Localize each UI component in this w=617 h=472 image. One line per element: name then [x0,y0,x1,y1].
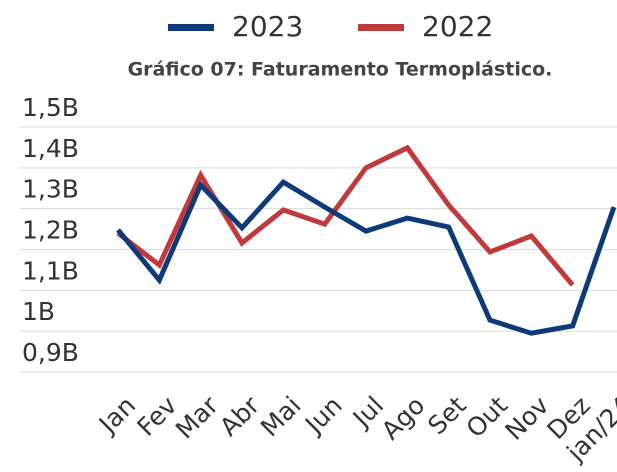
x-tick-label: Ago [376,391,431,446]
x-tick-label: Nov [499,391,554,446]
legend-swatch [358,24,404,31]
y-tick-label: 1,5B [22,93,79,122]
y-tick-label: 1,2B [22,216,79,245]
legend-swatch [168,24,214,31]
x-tick-label: Abr [214,390,266,442]
chart-title: Gráfico 07: Faturamento Termoplástico. [128,59,553,81]
x-tick-label: Jun [298,391,348,441]
y-tick-label: 1,3B [22,175,79,204]
y-tick-label: 1,1B [22,256,79,285]
x-tick-label: Out [461,391,514,444]
x-tick-label: Fev [131,391,182,442]
y-tick-label: 0,9B [22,338,79,367]
x-tick-label: Mar [170,390,224,444]
x-tick-label: Jan [92,391,141,440]
legend-label: 2023 [232,10,303,43]
y-tick-label: 1B [22,297,55,326]
legend-label: 2022 [422,10,493,43]
x-tick-label: Mai [255,391,307,443]
x-tick-label: Set [422,391,472,441]
series-line [116,144,575,287]
y-tick-label: 1,4B [22,134,79,163]
series-line [116,178,617,336]
